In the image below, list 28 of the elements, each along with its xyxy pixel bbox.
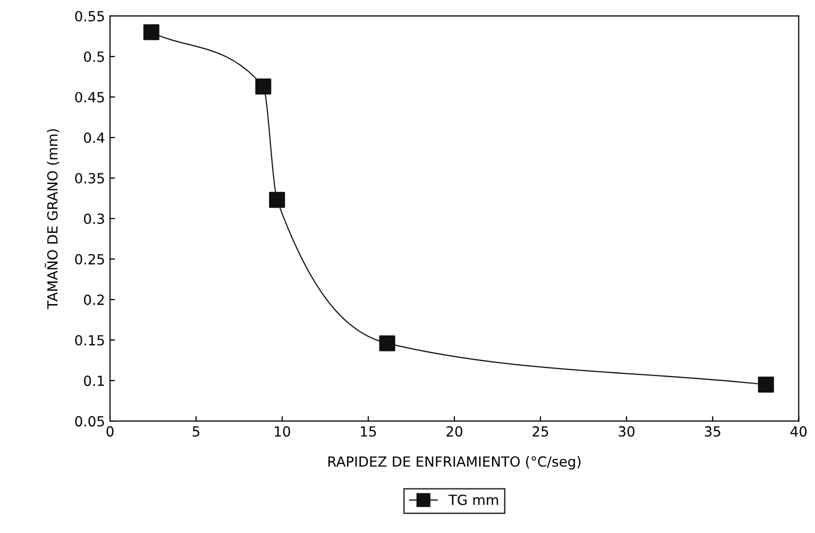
x-tick-label: 25 [532, 426, 548, 437]
point [758, 376, 774, 393]
point [255, 78, 272, 94]
point [379, 335, 396, 352]
x-tick-label: 35 [704, 426, 720, 437]
y-tick-label: 0.3 [84, 214, 104, 224]
y-tick-label: 0.45 [75, 92, 104, 102]
y-tick-label: 0.2 [84, 294, 104, 306]
point [269, 192, 286, 208]
x-tick-label: 15 [360, 426, 376, 437]
x-tick-label: 30 [618, 426, 634, 437]
point [143, 24, 160, 40]
y-tick-label: 0.4 [84, 132, 104, 143]
y-axis-title: TAMAÑO DE GRANO (mm) [44, 129, 60, 310]
x-tick-label: 20 [446, 426, 462, 437]
y-tick-label: 0.25 [75, 254, 104, 265]
legend-label: TG mm [448, 494, 498, 506]
x-tick-label: 40 [790, 426, 807, 437]
x-tick-label: 10 [274, 426, 290, 437]
y-tick-label: 0.35 [75, 172, 104, 184]
y-tick-label: 0.1 [84, 376, 104, 386]
x-tick-label: 0 [106, 426, 114, 437]
x-axis-title: RAPIDEZ DE ENFRIAMIENTO (°C/seg) [328, 456, 580, 470]
y-tick-label: 0.55 [75, 10, 104, 22]
y-tick-label: 0.15 [75, 335, 104, 346]
y-tick-label: 0.5 [84, 51, 104, 62]
x-tick-label: 5 [192, 426, 200, 437]
y-tick-label: 0.05 [75, 416, 104, 427]
